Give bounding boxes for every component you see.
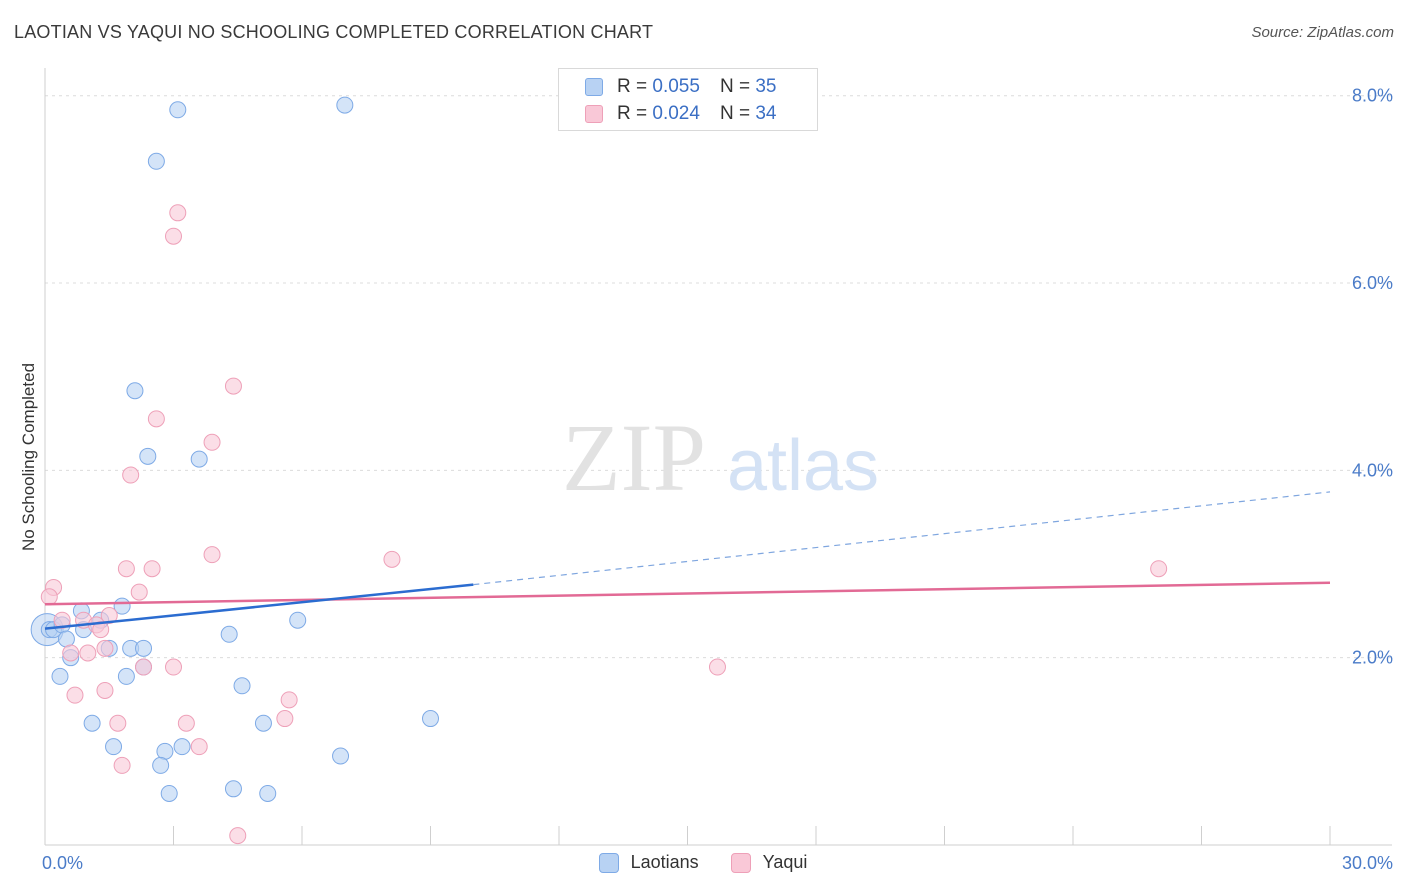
laotian-trendline	[44, 583, 474, 630]
laotian-point	[105, 738, 123, 756]
yaqui-point	[62, 644, 80, 662]
yaqui-point	[100, 607, 118, 625]
legend-row-yaqui: R = 0.024 N = 34	[585, 102, 776, 126]
yaqui-point	[66, 686, 84, 704]
grid-lines	[45, 95, 1392, 659]
yaqui-point	[169, 204, 187, 222]
laotian-point	[117, 667, 135, 685]
yaqui-point	[135, 658, 153, 676]
source-label: Source: ZipAtlas.com	[1251, 24, 1394, 41]
laotian-point	[83, 714, 101, 732]
laotian-point	[190, 450, 208, 468]
yaqui-point	[280, 691, 298, 709]
tick-labels: 2.0% 4.0% 6.0% 8.0% 0.0% 30.0%	[42, 86, 1393, 873]
legend-r-value: 0.024	[652, 103, 700, 124]
y-tick-label: 4.0%	[1352, 460, 1393, 480]
yaqui-point	[708, 658, 726, 676]
laotian-point	[160, 784, 178, 802]
yaqui-point	[383, 550, 401, 568]
yaqui-point	[147, 410, 165, 428]
chart-title: LAOTIAN VS YAQUI NO SCHOOLING COMPLETED …	[14, 22, 654, 42]
yaqui-point	[117, 560, 135, 578]
legend-r-value: 0.055	[652, 76, 700, 97]
laotian-point	[233, 677, 251, 695]
yaqui-point	[109, 714, 127, 732]
laotian-trendline-extension	[473, 491, 1331, 586]
yaqui-point	[40, 588, 58, 606]
legend-row-laotians: R = 0.055 N = 35	[585, 75, 776, 99]
yaqui-point	[165, 658, 182, 676]
y-tick-label: 8.0%	[1352, 86, 1393, 106]
yaqui-point	[96, 639, 114, 657]
yaqui-point	[190, 738, 208, 756]
laotian-point	[156, 742, 174, 760]
y-tick-label: 2.0%	[1352, 648, 1393, 668]
yaqui-trendline	[44, 581, 1331, 606]
yaqui-point	[122, 466, 140, 484]
laotian-point	[332, 747, 350, 765]
watermark-atlas: atlas	[727, 426, 879, 506]
y-axis-label: No Schooling Completed	[19, 363, 38, 551]
legend-item-yaqui[interactable]: Yaqui	[730, 852, 808, 873]
yaqui-point	[113, 756, 131, 774]
legend-item-laotians[interactable]: Laotians	[598, 852, 699, 873]
laotian-point	[289, 611, 307, 629]
laotian-point	[259, 784, 277, 802]
legend-n-value: 35	[755, 76, 777, 97]
correlation-legend: R = 0.055 N = 35 R = 0.024 N = 34	[558, 68, 818, 131]
yaqui-point	[96, 681, 114, 699]
yaqui-point	[224, 377, 242, 395]
watermark-zip: ZIP	[562, 404, 706, 511]
legend-n-label: N =	[719, 103, 751, 124]
laotian-point	[126, 382, 144, 400]
data-points	[30, 96, 1168, 845]
laotian-point	[147, 152, 165, 170]
yaqui-point	[53, 611, 71, 629]
yaqui-point	[165, 227, 182, 245]
laotian-point	[139, 447, 157, 465]
yaqui-point	[177, 714, 195, 732]
yaqui-point	[1150, 560, 1168, 578]
watermark: ZIP atlas	[562, 404, 879, 511]
x-tick-label: 0.0%	[42, 853, 83, 873]
yaqui-point	[203, 546, 221, 564]
axes	[44, 68, 1392, 846]
yaqui-swatch-icon	[730, 852, 751, 873]
legend-n-label: N =	[719, 76, 751, 97]
yaqui-point	[79, 644, 97, 662]
legend-n-value: 34	[755, 103, 777, 124]
x-tick-label: 30.0%	[1342, 853, 1393, 873]
laotian-swatch-icon	[598, 852, 619, 873]
legend-label-yaqui: Yaqui	[762, 852, 808, 872]
series-legend: Laotians Yaqui	[0, 852, 1406, 873]
yaqui-point	[276, 710, 294, 728]
trend-lines	[44, 491, 1331, 630]
laotian-point	[135, 639, 153, 657]
laotian-swatch-icon	[585, 78, 603, 96]
legend-r-label: R =	[617, 76, 648, 97]
laotian-point	[224, 780, 242, 798]
yaqui-point	[92, 621, 110, 639]
legend-r-label: R =	[617, 103, 648, 124]
laotian-point	[422, 710, 439, 728]
laotian-point	[152, 756, 170, 774]
laotian-point	[336, 96, 354, 114]
laotian-point	[169, 101, 187, 119]
yaqui-point	[229, 827, 247, 845]
legend-label-laotians: Laotians	[630, 852, 699, 872]
yaqui-point	[143, 560, 161, 578]
laotian-point	[254, 714, 272, 732]
yaqui-point	[203, 433, 221, 451]
laotian-point	[173, 738, 191, 756]
yaqui-swatch-icon	[585, 105, 603, 123]
yaqui-point	[130, 583, 148, 601]
y-tick-label: 6.0%	[1352, 273, 1393, 293]
laotian-point	[57, 630, 75, 648]
laotian-point	[220, 625, 238, 643]
laotian-point	[51, 667, 69, 685]
